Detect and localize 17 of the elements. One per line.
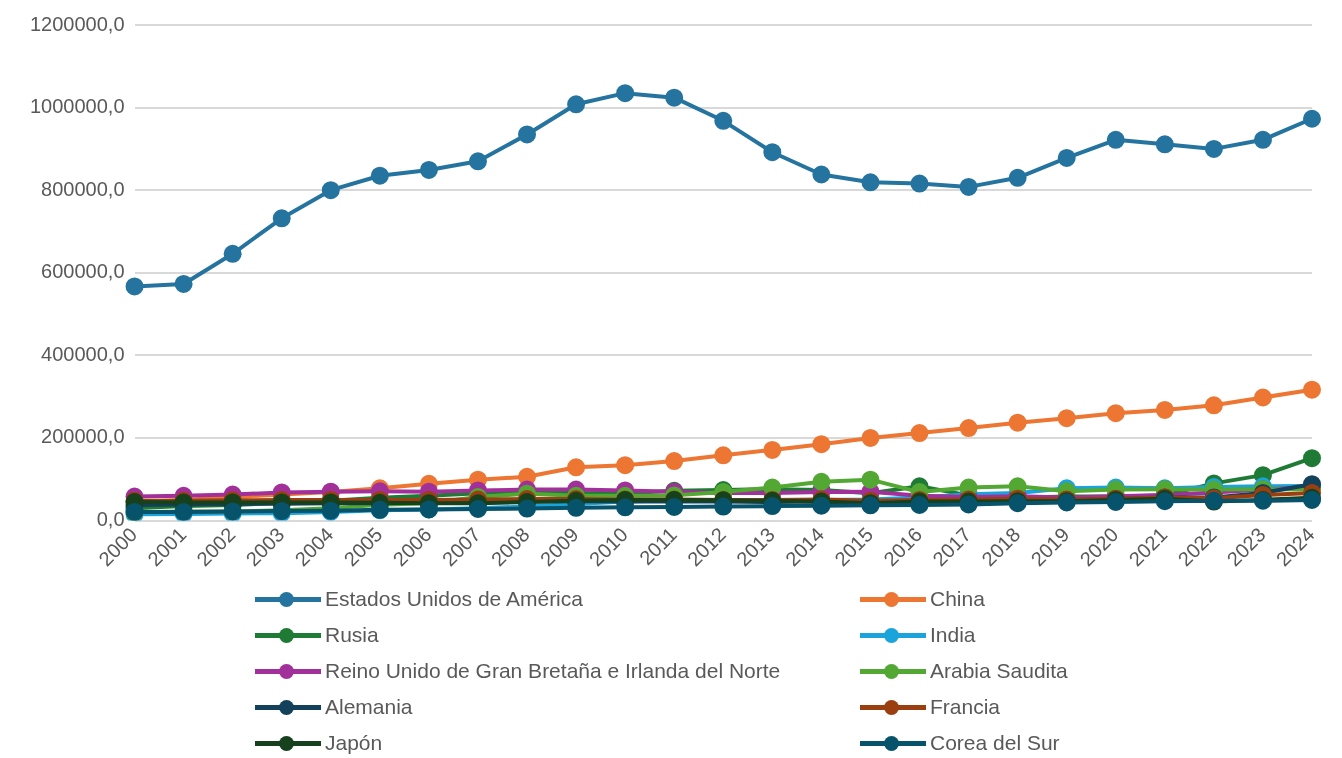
legend-label: Corea del Sur [930,731,1060,755]
legend-label: Estados Unidos de América [325,587,583,611]
y-tick-label: 1200000,0 [29,12,125,35]
legend-label: Alemania [325,695,413,719]
y-tick-label: 200000,0 [41,425,125,448]
legend-label: Rusia [325,623,379,647]
y-tick-label: 800000,0 [41,177,125,200]
legend-label: India [930,623,976,647]
y-tick-label: 1000000,0 [29,95,125,118]
legend-label: Japón [325,731,383,755]
legend-label: Francia [930,695,1001,719]
legend-label: China [930,587,985,611]
y-tick-label: 600000,0 [41,260,125,283]
legend-label: Reino Unido de Gran Bretaña e Irlanda del Norte [325,659,781,683]
legend-label: Arabia Saudita [930,659,1068,683]
y-tick-label: 400000,0 [41,342,125,365]
y-tick-label: 0,0 [96,508,125,531]
